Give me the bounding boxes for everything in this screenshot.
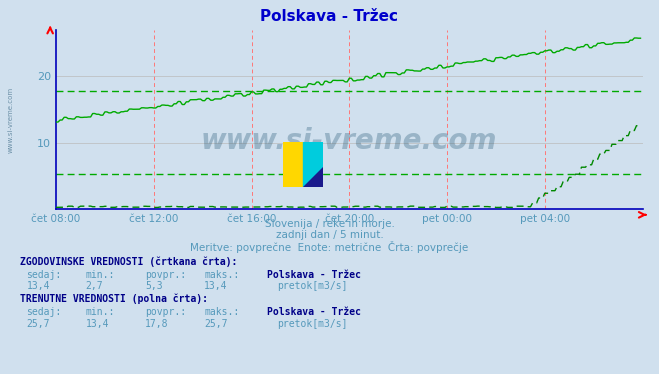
Text: min.:: min.: xyxy=(86,270,115,280)
Text: ZGODOVINSKE VREDNOSTI (črtkana črta):: ZGODOVINSKE VREDNOSTI (črtkana črta): xyxy=(20,256,237,267)
Text: sedaj:: sedaj: xyxy=(26,270,61,280)
Text: 2,7: 2,7 xyxy=(86,281,103,291)
Text: zadnji dan / 5 minut.: zadnji dan / 5 minut. xyxy=(275,230,384,240)
Text: 13,4: 13,4 xyxy=(86,319,109,329)
Text: sedaj:: sedaj: xyxy=(26,307,61,318)
Polygon shape xyxy=(303,167,323,187)
Text: 17,8: 17,8 xyxy=(145,319,169,329)
Text: povpr.:: povpr.: xyxy=(145,270,186,280)
Text: min.:: min.: xyxy=(86,307,115,318)
Text: pretok[m3/s]: pretok[m3/s] xyxy=(277,319,347,329)
Text: maks.:: maks.: xyxy=(204,270,239,280)
Text: TRENUTNE VREDNOSTI (polna črta):: TRENUTNE VREDNOSTI (polna črta): xyxy=(20,294,208,304)
Text: Slovenija / reke in morje.: Slovenija / reke in morje. xyxy=(264,219,395,229)
Text: pretok[m3/s]: pretok[m3/s] xyxy=(277,281,347,291)
Text: Polskava - Tržec: Polskava - Tržec xyxy=(267,270,361,280)
Text: Polskava - Tržec: Polskava - Tržec xyxy=(267,307,361,318)
Text: Polskava - Tržec: Polskava - Tržec xyxy=(260,9,399,24)
Text: Meritve: povprečne  Enote: metrične  Črta: povprečje: Meritve: povprečne Enote: metrične Črta:… xyxy=(190,241,469,253)
Text: 13,4: 13,4 xyxy=(26,281,50,291)
Polygon shape xyxy=(283,142,303,187)
Text: 13,4: 13,4 xyxy=(204,281,228,291)
Text: 25,7: 25,7 xyxy=(204,319,228,329)
Text: 25,7: 25,7 xyxy=(26,319,50,329)
Text: www.si-vreme.com: www.si-vreme.com xyxy=(201,127,498,155)
Polygon shape xyxy=(303,142,323,187)
Text: 5,3: 5,3 xyxy=(145,281,163,291)
Text: maks.:: maks.: xyxy=(204,307,239,318)
Text: www.si-vreme.com: www.si-vreme.com xyxy=(8,87,14,153)
Text: povpr.:: povpr.: xyxy=(145,307,186,318)
